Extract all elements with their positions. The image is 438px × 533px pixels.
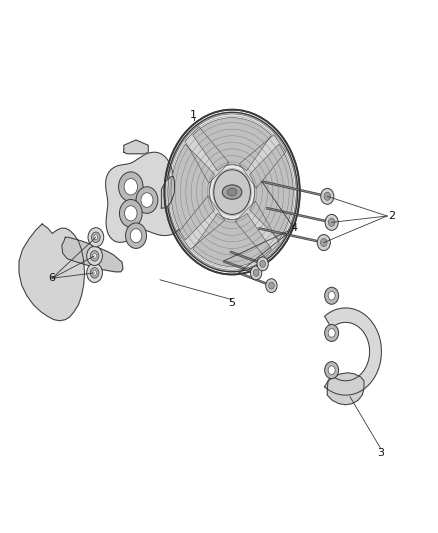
Circle shape xyxy=(266,279,277,293)
Text: 6: 6 xyxy=(49,273,56,283)
Circle shape xyxy=(124,206,137,221)
Circle shape xyxy=(214,169,251,214)
Circle shape xyxy=(87,263,102,282)
Ellipse shape xyxy=(222,185,242,199)
Wedge shape xyxy=(193,213,272,266)
Circle shape xyxy=(87,246,102,265)
Circle shape xyxy=(92,232,100,243)
Circle shape xyxy=(92,254,96,258)
Circle shape xyxy=(328,329,335,337)
Text: 1: 1 xyxy=(190,110,197,120)
Circle shape xyxy=(94,235,98,240)
Polygon shape xyxy=(19,224,85,321)
Text: 3: 3 xyxy=(377,448,384,457)
Circle shape xyxy=(328,219,335,227)
Circle shape xyxy=(130,229,142,243)
Wedge shape xyxy=(193,118,272,171)
Circle shape xyxy=(88,228,104,247)
Circle shape xyxy=(90,268,99,278)
Circle shape xyxy=(120,199,142,227)
Wedge shape xyxy=(171,144,215,240)
Circle shape xyxy=(328,292,335,300)
Circle shape xyxy=(328,366,335,374)
Circle shape xyxy=(166,112,297,272)
Circle shape xyxy=(253,269,259,276)
Text: 2: 2 xyxy=(388,211,395,221)
Ellipse shape xyxy=(227,188,237,196)
Circle shape xyxy=(321,188,334,204)
Circle shape xyxy=(169,115,295,269)
Circle shape xyxy=(257,257,268,271)
Circle shape xyxy=(260,261,265,267)
Circle shape xyxy=(90,251,99,261)
Circle shape xyxy=(325,325,339,342)
Circle shape xyxy=(136,187,158,213)
Polygon shape xyxy=(62,237,123,272)
Polygon shape xyxy=(240,135,286,188)
Polygon shape xyxy=(185,127,229,183)
Polygon shape xyxy=(325,308,381,395)
Circle shape xyxy=(325,214,338,230)
Circle shape xyxy=(92,271,96,275)
Circle shape xyxy=(325,287,339,304)
Polygon shape xyxy=(178,196,225,249)
Wedge shape xyxy=(250,144,293,240)
Circle shape xyxy=(119,172,143,201)
Circle shape xyxy=(325,362,339,378)
Circle shape xyxy=(324,192,331,200)
Circle shape xyxy=(251,266,262,280)
Circle shape xyxy=(126,223,147,248)
Text: 4: 4 xyxy=(290,223,298,233)
Polygon shape xyxy=(106,152,184,243)
Polygon shape xyxy=(327,373,364,405)
Text: 5: 5 xyxy=(228,297,235,308)
Polygon shape xyxy=(235,201,279,257)
Circle shape xyxy=(268,282,274,289)
Circle shape xyxy=(141,193,153,207)
Circle shape xyxy=(321,239,327,247)
Polygon shape xyxy=(161,176,174,208)
Circle shape xyxy=(317,235,330,251)
Polygon shape xyxy=(124,140,148,154)
Circle shape xyxy=(124,179,138,195)
